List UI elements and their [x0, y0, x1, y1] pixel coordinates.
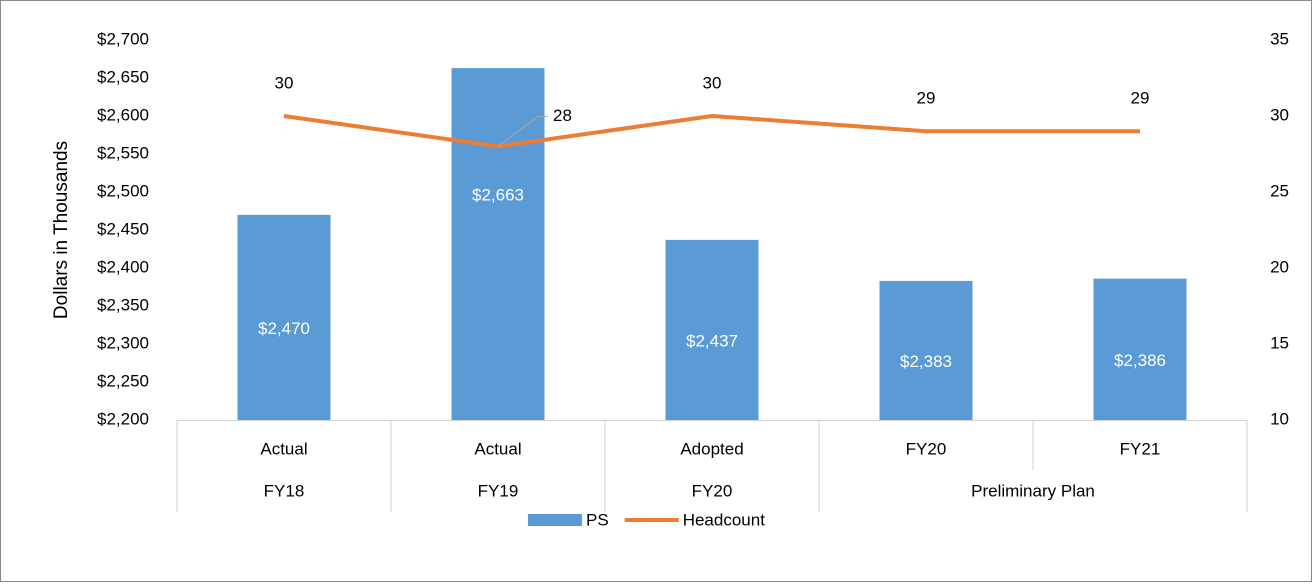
- x-tick-label: FY20: [906, 439, 947, 458]
- legend-label: PS: [586, 510, 609, 529]
- bar: [1093, 278, 1187, 420]
- x-tick-label: FY21: [1120, 439, 1161, 458]
- y2-tick-label: 10: [1270, 409, 1289, 428]
- legend-label: Headcount: [683, 510, 766, 529]
- label-leader: [497, 115, 548, 147]
- data-label: 30: [703, 73, 722, 92]
- y-tick-label: $2,700: [97, 29, 149, 48]
- group-label: Preliminary Plan: [971, 481, 1095, 500]
- bar: [451, 68, 545, 421]
- y2-tick-label: 15: [1270, 333, 1289, 352]
- data-label: $2,437: [686, 331, 738, 350]
- y2-tick-label: 30: [1270, 105, 1289, 124]
- group-label: FY19: [478, 481, 519, 500]
- y2-tick-label: 25: [1270, 181, 1289, 200]
- y-tick-label: $2,650: [97, 67, 149, 86]
- y-axis-title: Dollars in Thousands: [51, 141, 72, 319]
- data-label: 29: [1131, 89, 1150, 108]
- x-tick-label: Actual: [474, 439, 521, 458]
- data-label: $2,663: [472, 186, 524, 205]
- x-tick-label: Actual: [260, 439, 307, 458]
- data-label: $2,386: [1114, 351, 1166, 370]
- line: [283, 114, 1140, 149]
- data-label: $2,383: [900, 352, 952, 371]
- y-tick-label: $2,500: [97, 181, 149, 200]
- y-tick-label: $2,400: [97, 257, 149, 276]
- y-tick-label: $2,350: [97, 295, 149, 314]
- y-tick-label: $2,200: [97, 409, 149, 428]
- y2-tick-label: 35: [1270, 29, 1289, 48]
- bar: [237, 214, 331, 420]
- bar: [879, 280, 973, 420]
- y-tick-label: $2,550: [97, 143, 149, 162]
- group-label: FY20: [692, 481, 733, 500]
- data-label: 30: [275, 73, 294, 92]
- y-tick-label: $2,300: [97, 333, 149, 352]
- legend-swatch: [528, 514, 582, 526]
- y-tick-label: $2,450: [97, 219, 149, 238]
- data-label: $2,470: [258, 319, 310, 338]
- data-label: 29: [917, 89, 936, 108]
- y-tick-label: $2,250: [97, 371, 149, 390]
- y-tick-label: $2,600: [97, 105, 149, 124]
- group-label: FY18: [264, 481, 305, 500]
- bar: [665, 239, 759, 420]
- data-label: 28: [553, 106, 572, 125]
- y2-tick-label: 20: [1270, 257, 1289, 276]
- x-tick-label: Adopted: [680, 439, 743, 458]
